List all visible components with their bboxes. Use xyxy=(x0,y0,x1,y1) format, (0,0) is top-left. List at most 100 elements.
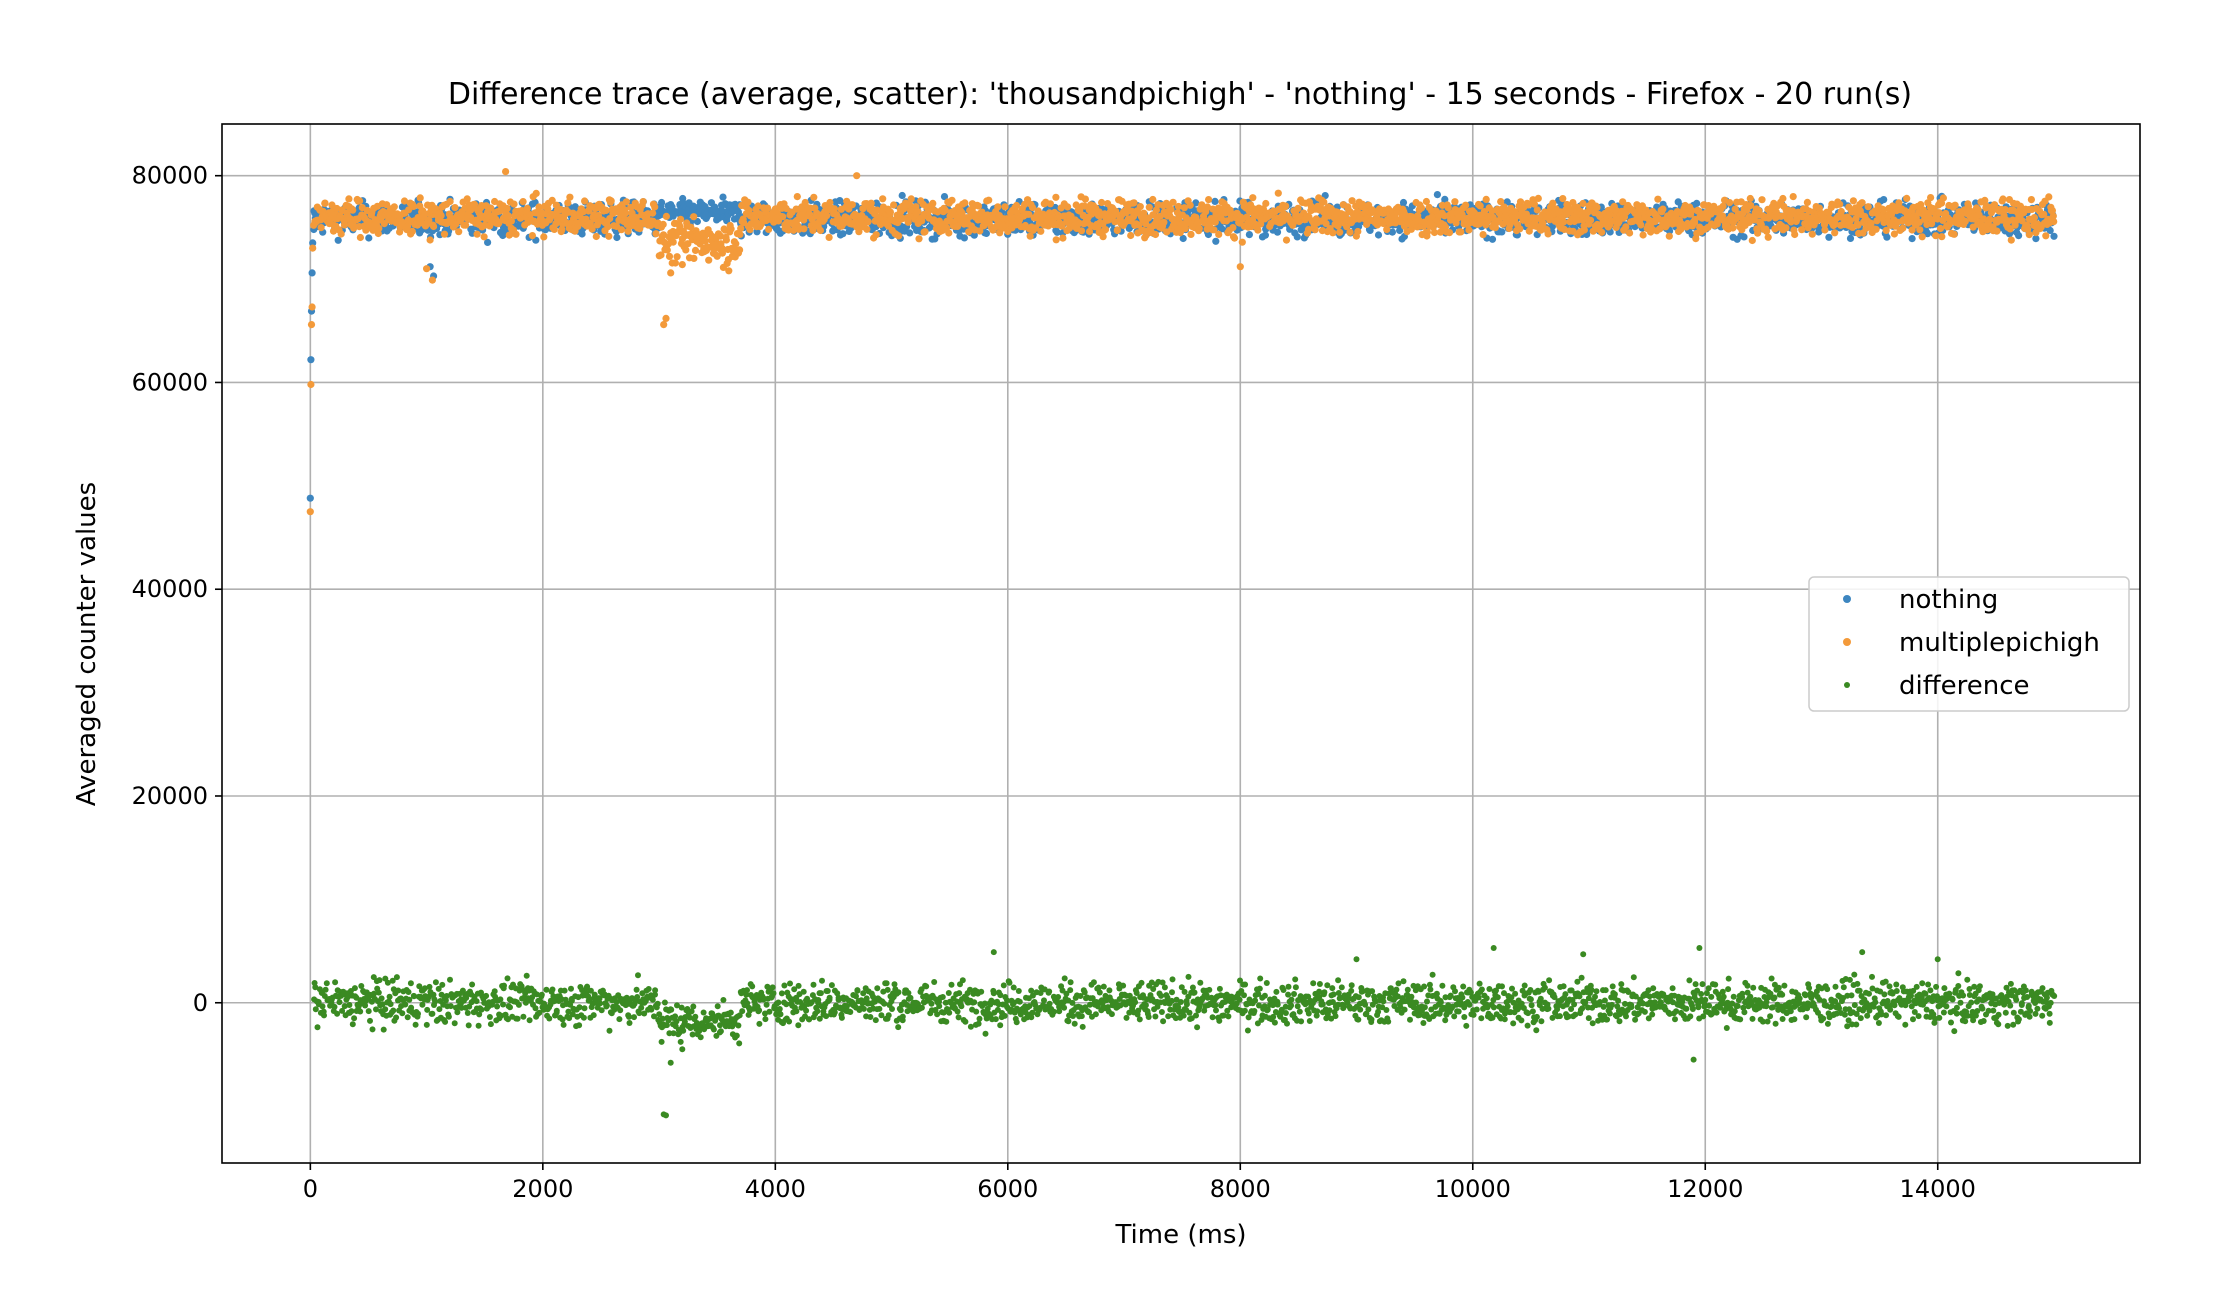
data-point xyxy=(1666,233,1673,240)
data-point xyxy=(1587,217,1594,224)
data-point xyxy=(427,984,433,990)
data-point xyxy=(1001,203,1008,210)
data-point xyxy=(1545,230,1552,237)
data-point xyxy=(961,199,968,206)
data-point xyxy=(918,217,925,224)
data-point xyxy=(690,213,697,220)
data-point xyxy=(915,235,922,242)
data-point xyxy=(1782,224,1789,231)
data-point xyxy=(415,1011,421,1017)
data-point xyxy=(692,247,699,254)
data-point xyxy=(446,1014,452,1020)
data-point xyxy=(351,1015,357,1021)
data-point xyxy=(1215,231,1222,238)
data-point xyxy=(533,190,540,197)
data-point xyxy=(1873,226,1880,233)
data-point xyxy=(500,1002,506,1008)
data-point xyxy=(566,194,573,201)
data-point xyxy=(1064,203,1071,210)
data-point xyxy=(664,246,671,253)
data-point xyxy=(1059,235,1066,242)
data-point xyxy=(554,1008,560,1014)
data-point xyxy=(682,246,689,253)
data-point xyxy=(1249,194,1256,201)
data-point xyxy=(1294,205,1301,212)
data-point xyxy=(890,201,897,208)
data-point xyxy=(1375,231,1382,238)
data-point xyxy=(1231,235,1238,242)
data-point xyxy=(1720,203,1727,210)
data-point xyxy=(546,1016,552,1022)
data-point xyxy=(1102,226,1109,233)
data-point xyxy=(640,198,647,205)
data-point xyxy=(350,1021,356,1027)
data-point xyxy=(1640,231,1647,238)
data-point xyxy=(1579,200,1586,207)
data-point xyxy=(1418,204,1425,211)
data-point xyxy=(321,200,328,207)
data-point xyxy=(432,999,438,1005)
data-point xyxy=(469,982,475,988)
data-point xyxy=(593,233,600,240)
data-point xyxy=(1825,234,1832,241)
data-point xyxy=(1239,239,1246,246)
data-point xyxy=(744,199,751,206)
data-point xyxy=(865,218,872,225)
data-point xyxy=(466,1022,472,1028)
data-point xyxy=(1962,218,1969,225)
data-point xyxy=(1078,227,1085,234)
data-point xyxy=(1187,202,1194,209)
data-point xyxy=(448,1003,454,1009)
data-point xyxy=(666,253,673,260)
data-point xyxy=(810,194,817,201)
data-point xyxy=(387,994,393,1000)
data-point xyxy=(345,195,352,202)
data-point xyxy=(1749,237,1756,244)
data-point xyxy=(961,234,968,241)
data-point xyxy=(429,1011,435,1017)
data-point xyxy=(667,201,674,208)
data-point xyxy=(543,987,549,993)
data-point xyxy=(1765,234,1772,241)
data-point xyxy=(335,237,342,244)
data-point xyxy=(550,987,556,993)
data-point xyxy=(1187,231,1194,238)
data-point xyxy=(817,227,824,234)
data-point xyxy=(1211,198,1218,205)
data-point xyxy=(323,987,329,993)
chart-title: Difference trace (average, scatter): 'th… xyxy=(448,77,1912,112)
data-point xyxy=(417,194,424,201)
data-point xyxy=(524,205,531,212)
data-point xyxy=(494,1004,500,1010)
data-point xyxy=(1809,231,1816,238)
data-point xyxy=(1516,225,1523,232)
data-point xyxy=(561,1022,567,1028)
data-point xyxy=(497,996,503,1002)
data-point xyxy=(719,194,726,201)
data-point xyxy=(501,983,507,989)
data-point xyxy=(1883,234,1890,241)
data-point xyxy=(800,225,807,232)
data-point xyxy=(346,1002,352,1008)
data-point xyxy=(1294,233,1301,240)
data-point xyxy=(732,240,739,247)
data-point xyxy=(349,1008,355,1014)
data-point xyxy=(1951,231,1958,238)
data-point xyxy=(520,198,527,205)
data-point xyxy=(725,267,732,274)
data-point xyxy=(690,255,697,262)
data-point xyxy=(447,198,454,205)
data-point xyxy=(390,1008,396,1014)
data-point xyxy=(679,261,686,268)
data-point xyxy=(1462,202,1469,209)
data-point xyxy=(1400,199,1407,206)
data-point xyxy=(1932,232,1939,239)
data-point xyxy=(512,231,519,238)
data-point xyxy=(334,1011,340,1017)
data-point xyxy=(1483,196,1490,203)
data-point xyxy=(492,988,498,994)
data-point xyxy=(455,228,462,235)
data-point xyxy=(429,277,436,284)
data-point xyxy=(794,193,801,200)
